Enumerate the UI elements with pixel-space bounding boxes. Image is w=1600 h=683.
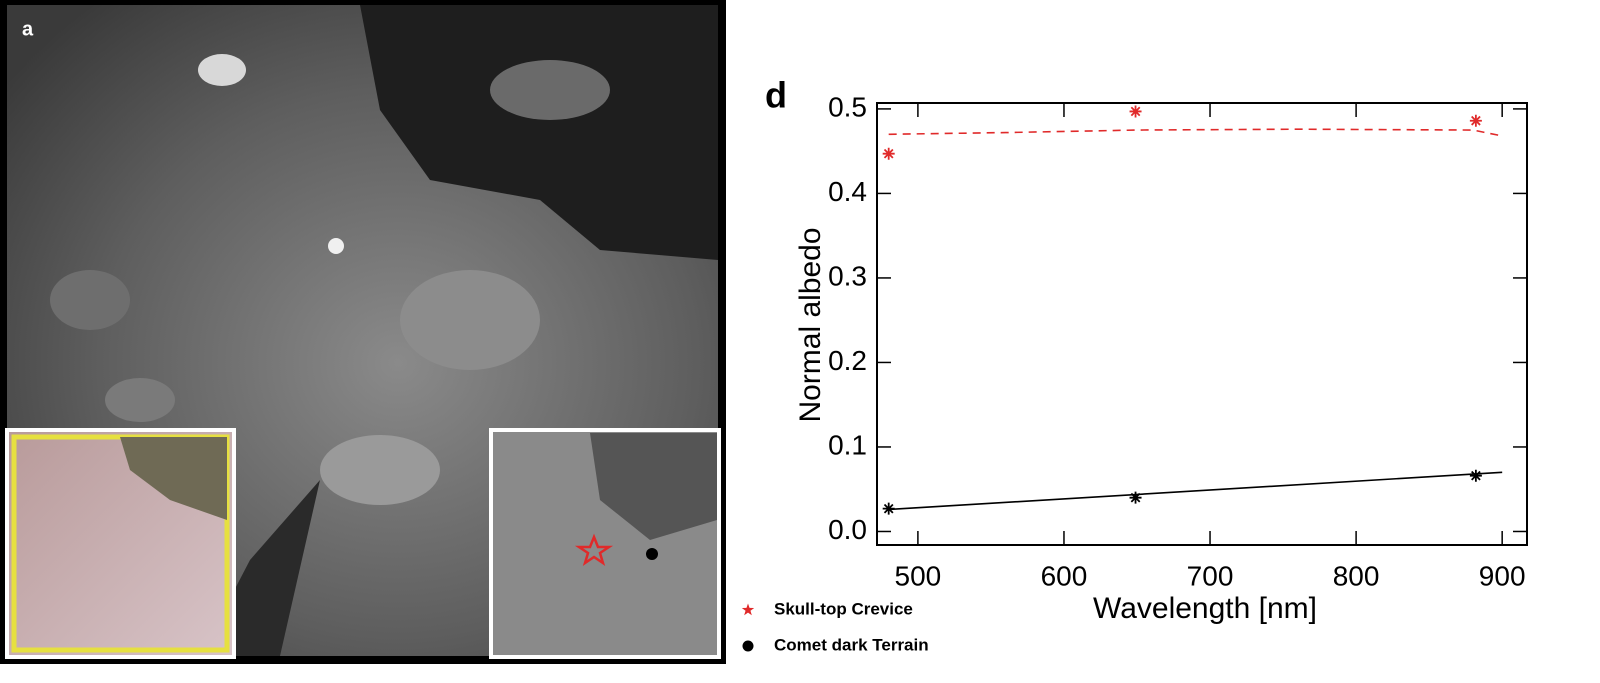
- fit-line: [888, 471, 1503, 511]
- plot-frame: [876, 102, 1528, 546]
- x-tick-label: 600: [1041, 560, 1088, 591]
- legend-label: Comet dark Terrain: [774, 635, 929, 654]
- legend-marker: [741, 603, 755, 616]
- x-tick-label: 700: [1187, 560, 1234, 591]
- boulder: [490, 60, 610, 120]
- y-tick-label: 0.2: [828, 345, 867, 376]
- panel-label: a: [22, 18, 34, 40]
- y-tick-label: 0.0: [828, 514, 867, 545]
- boulder: [198, 54, 246, 86]
- image-panel: a: [0, 0, 726, 664]
- dot-marker: [646, 548, 658, 560]
- x-tick-label: 800: [1333, 560, 1380, 591]
- y-axis-label: Normal albedo: [794, 227, 827, 422]
- inset-shadow: [120, 437, 227, 520]
- boulder: [320, 435, 440, 505]
- data-point: [1129, 105, 1142, 118]
- y-tick-label: 0.3: [828, 260, 867, 291]
- legend-label: Skull-top Crevice: [774, 599, 913, 618]
- boulder: [105, 378, 175, 422]
- x-tick-label: 500: [895, 560, 942, 591]
- legend-marker: [742, 640, 754, 652]
- x-tick-label: 900: [1479, 560, 1526, 591]
- boulder: [400, 270, 540, 370]
- chart-background: [727, 0, 1600, 678]
- x-axis-label: Wavelength [nm]: [1093, 592, 1317, 625]
- y-tick-label: 0.4: [828, 176, 867, 207]
- y-tick-label: 0.1: [828, 429, 867, 460]
- data-point: [882, 502, 895, 515]
- boulder: [328, 238, 344, 254]
- fit-line: [888, 128, 1503, 137]
- inset-shadow: [590, 433, 717, 540]
- data-point: [1469, 114, 1482, 127]
- data-point: [1129, 491, 1142, 504]
- star-marker: [574, 533, 614, 566]
- y-tick-label: 0.5: [828, 91, 867, 122]
- shadow: [360, 5, 718, 260]
- panel-label: d: [765, 75, 787, 116]
- data-point: [1469, 469, 1482, 482]
- boulder: [50, 270, 130, 330]
- data-point: [882, 147, 895, 160]
